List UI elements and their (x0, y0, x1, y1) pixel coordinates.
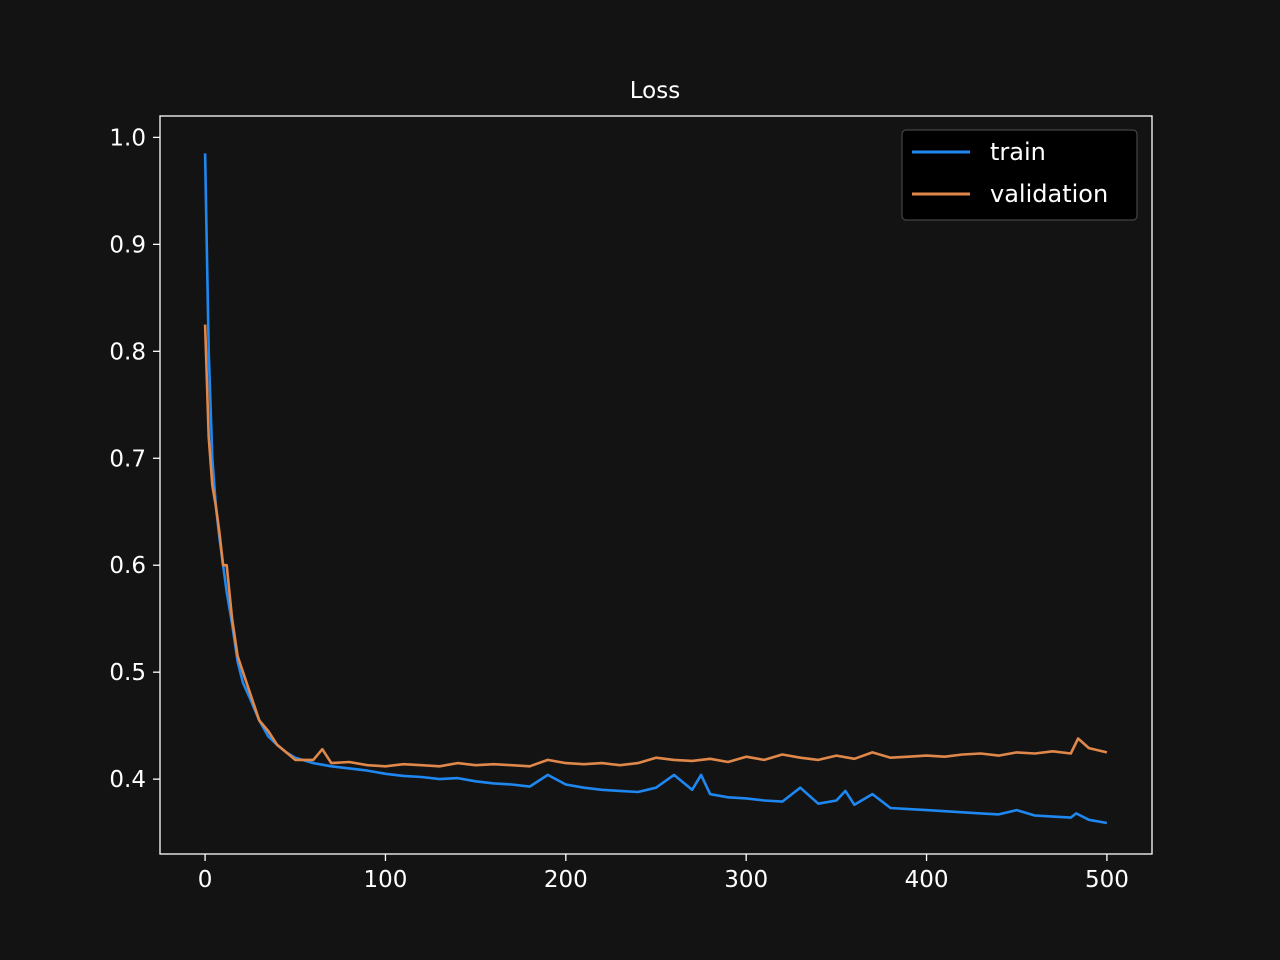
y-tick-label: 0.8 (109, 339, 146, 365)
chart-title: Loss (630, 78, 680, 104)
x-tick-label: 500 (1085, 867, 1129, 893)
series-line-validation (203, 324, 1108, 768)
x-tick-label: 0 (198, 867, 213, 893)
series-line-train (203, 153, 1108, 825)
legend-label-validation: validation (990, 180, 1108, 208)
legend-label-train: train (990, 138, 1046, 166)
plot-area (203, 153, 1108, 825)
y-tick-label: 0.9 (109, 232, 146, 258)
x-tick-label: 100 (364, 867, 408, 893)
y-tick-label: 0.5 (109, 660, 146, 686)
axes-frame (159, 115, 1153, 855)
x-tick-label: 200 (544, 867, 588, 893)
y-tick-label: 0.6 (109, 553, 146, 579)
y-tick-label: 1.0 (109, 125, 146, 151)
axes: 0 100 200 300 400 500 0.4 0.5 0.6 0.7 0.8 0.9 1.0 (109, 115, 1153, 893)
y-tick-label: 0.7 (109, 446, 146, 472)
legend: train validation (901, 129, 1138, 221)
y-tick-label: 0.4 (109, 767, 146, 793)
x-tick-label: 300 (724, 867, 768, 893)
x-tick-label: 400 (905, 867, 949, 893)
